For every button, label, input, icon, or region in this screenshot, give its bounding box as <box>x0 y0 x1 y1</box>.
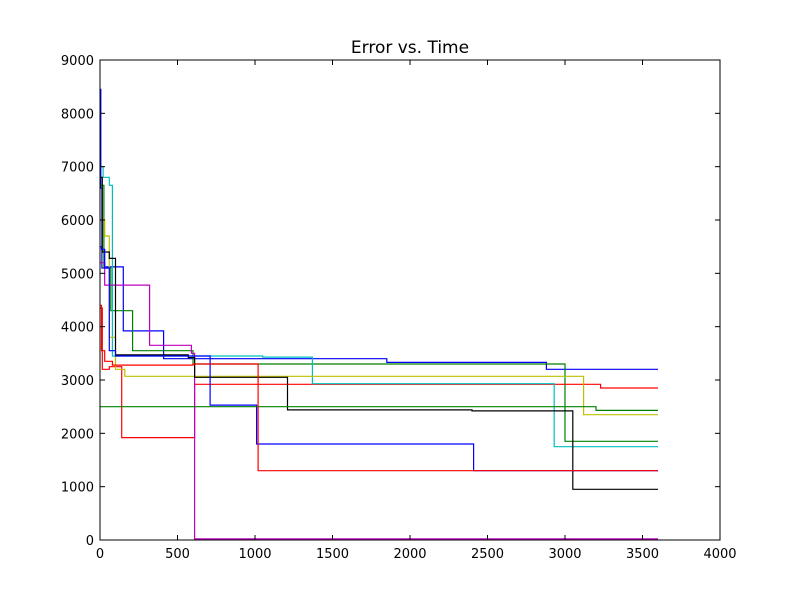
y-tick-label: 7000 <box>61 161 94 176</box>
y-tick-label: 5000 <box>61 267 94 282</box>
series-line-5 <box>100 262 658 540</box>
y-tick-label: 4000 <box>61 321 94 336</box>
series-line-1 <box>100 88 658 370</box>
series-line-7 <box>100 176 658 490</box>
x-tick-label: 2500 <box>471 547 504 562</box>
x-tick-label: 4000 <box>703 547 736 562</box>
series-line-10 <box>100 304 658 472</box>
x-tick-label: 3000 <box>548 547 581 562</box>
y-tick-label: 9000 <box>61 54 94 69</box>
y-tick-label: 6000 <box>61 214 94 229</box>
y-tick-label: 8000 <box>61 107 94 122</box>
x-tick-label: 1000 <box>238 547 271 562</box>
y-tick-label: 1000 <box>61 481 94 496</box>
series-line-9 <box>100 406 658 411</box>
x-tick-label: 1500 <box>316 547 349 562</box>
x-tick-label: 500 <box>165 547 190 562</box>
chart-title: Error vs. Time <box>351 38 469 58</box>
series-layer <box>100 88 658 540</box>
x-tick-label: 2000 <box>393 547 426 562</box>
y-tick-label: 2000 <box>61 427 94 442</box>
y-tick-label: 3000 <box>61 374 94 389</box>
x-tick-label: 3500 <box>626 547 659 562</box>
x-tick-label: 0 <box>96 547 104 562</box>
series-line-8 <box>100 246 658 472</box>
series-line-3 <box>100 307 658 439</box>
tick-layer: 0 500 1000 1500 2000 2500 3000 3500 4000 0 1000 200… <box>61 54 737 562</box>
y-tick-label: 0 <box>86 534 94 549</box>
